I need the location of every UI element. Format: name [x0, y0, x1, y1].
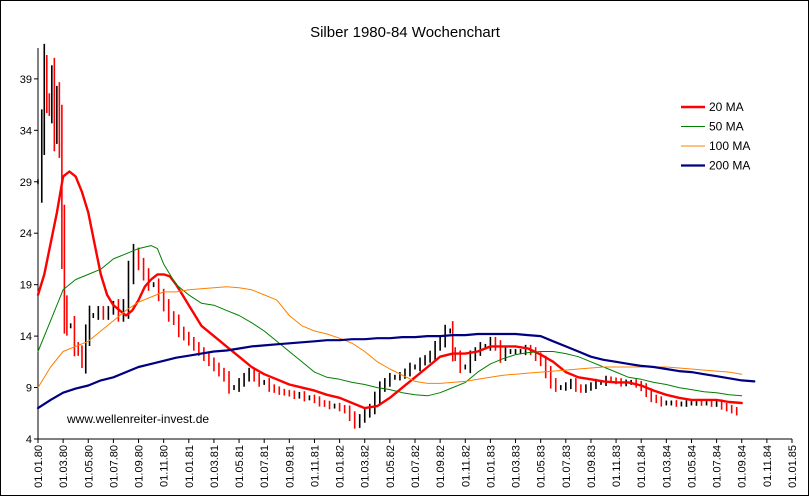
- y-tick-label: 4: [26, 434, 32, 446]
- x-tick-label: 01.01.82: [335, 445, 347, 488]
- x-tick-label: 01.07.81: [259, 445, 271, 488]
- y-tick-label: 9: [26, 383, 32, 395]
- x-tick-label: 01.01.85: [787, 445, 799, 488]
- x-tick-label: 01.07.83: [561, 445, 573, 488]
- x-tick-label: 01.03.82: [360, 445, 372, 488]
- legend-label: 20 MA: [709, 100, 744, 114]
- legend: 20 MA 50 MA 100 MA 200 MA: [681, 100, 750, 173]
- moving-average-lines: [36, 170, 756, 410]
- x-tick-label: 01.03.83: [511, 445, 523, 488]
- x-tick-label: 01.01.83: [485, 445, 497, 488]
- x-tick-label: 01.07.84: [712, 445, 724, 488]
- series-line-100-ma: [37, 286, 743, 389]
- x-tick-label: 01.09.82: [435, 445, 447, 488]
- y-tick-label: 39: [20, 74, 32, 86]
- watermark-text: www.wellenreiter-invest.de: [66, 412, 209, 426]
- x-tick-label: 01.05.80: [83, 445, 95, 488]
- series-line-50-ma: [37, 245, 743, 397]
- x-tick-label: 01.07.82: [410, 445, 422, 488]
- series-line-20-ma: [36, 170, 743, 410]
- x-tick-label: 01.03.84: [661, 445, 673, 488]
- y-tick-label: 19: [20, 280, 32, 292]
- legend-label: 200 MA: [709, 159, 750, 173]
- x-tick-label: 01.09.84: [737, 445, 749, 488]
- legend-label: 50 MA: [709, 120, 744, 134]
- x-axis-ticks: 01.01.80 01.03.80 01.05.80 01.07.80 01.09.80…: [33, 439, 799, 488]
- y-axis-ticks: 4 9 14 19 24 29 34 39: [20, 74, 38, 446]
- x-tick-label: 01.09.83: [586, 445, 598, 488]
- series-line-200-ma: [36, 332, 756, 410]
- y-tick-label: 29: [20, 177, 32, 189]
- x-tick-label: 01.11.84: [762, 445, 774, 487]
- x-tick-label: 01.05.83: [536, 445, 548, 488]
- legend-label: 100 MA: [709, 139, 750, 153]
- x-tick-label: 01.11.82: [460, 445, 472, 487]
- chart-title: Silber 1980-84 Wochenchart: [310, 24, 501, 41]
- y-tick-label: 14: [20, 331, 32, 343]
- x-tick-label: 01.03.81: [209, 445, 221, 488]
- x-tick-label: 01.05.82: [385, 445, 397, 488]
- x-tick-label: 01.01.80: [33, 445, 45, 488]
- price-bars: [37, 43, 738, 429]
- x-tick-label: 01.03.80: [58, 445, 70, 488]
- plot-area: [37, 48, 792, 440]
- y-tick-label: 24: [20, 228, 32, 240]
- x-tick-label: 01.07.80: [108, 445, 120, 488]
- x-tick-label: 01.11.80: [159, 445, 171, 487]
- y-tick-label: 34: [20, 125, 32, 137]
- x-tick-label: 01.05.81: [234, 445, 246, 488]
- x-tick-label: 01.05.84: [686, 445, 698, 488]
- x-tick-label: 01.01.81: [184, 445, 196, 488]
- x-tick-label: 01.11.81: [309, 445, 321, 487]
- x-tick-label: 01.01.84: [636, 445, 648, 488]
- x-tick-label: 01.09.81: [284, 445, 296, 488]
- x-tick-label: 01.09.80: [134, 445, 146, 488]
- x-tick-label: 01.11.83: [611, 445, 623, 487]
